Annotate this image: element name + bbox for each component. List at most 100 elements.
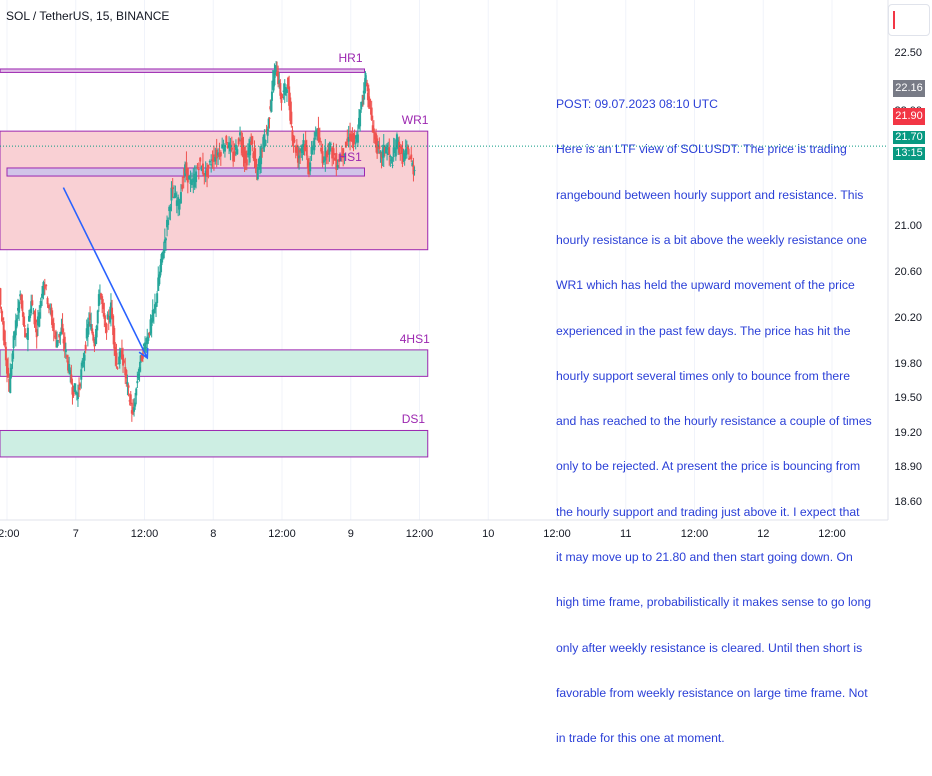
candle-body [271, 92, 273, 101]
price-tick-label: 20.20 [894, 312, 922, 324]
candle-body [80, 369, 82, 379]
candle-body [0, 288, 1, 305]
candle-body [45, 285, 47, 286]
candle-body [85, 345, 87, 350]
candle-body [18, 301, 20, 312]
candle-body [136, 381, 138, 383]
zone-hr1 [0, 69, 364, 72]
candle-body [47, 298, 49, 304]
candle-body [135, 389, 137, 396]
candle-body [165, 238, 167, 240]
candle-body [10, 368, 12, 376]
candle-body [199, 158, 201, 162]
zone-ds1 [0, 430, 428, 456]
zone-4hs1 [0, 350, 428, 376]
price-tick-label: 22.50 [894, 47, 922, 59]
zone-label-ds1: DS1 [402, 412, 425, 426]
time-tick-label: 7 [73, 528, 79, 540]
zone-label-hs1: HS1 [339, 150, 362, 164]
time-tick-label: 12:00 [543, 528, 571, 540]
note-line: it may move up to 21.80 and then start g… [556, 550, 856, 565]
candle-body [209, 161, 211, 162]
candle-body [170, 188, 172, 201]
candle-body [128, 385, 130, 387]
candle-body [5, 347, 7, 361]
idea-note[interactable]: POST: 09.07.2023 08:10 UTC Here is an LT… [556, 67, 856, 776]
candle-body [234, 151, 236, 155]
candle-body [40, 301, 42, 308]
candle-body [21, 300, 23, 310]
zones [0, 69, 428, 457]
price-tag-red: 21.90 [893, 108, 925, 125]
candle-body [414, 170, 416, 171]
time-tick-label: 12:00 [131, 528, 159, 540]
price-tick-label: 19.20 [894, 427, 922, 439]
price-tag-green: 21.70 [893, 131, 925, 144]
candle-body [106, 324, 108, 333]
candle-body [207, 165, 209, 169]
candle-body [53, 323, 55, 331]
candle-body [115, 353, 117, 365]
candle-body [38, 312, 40, 326]
candle-body [147, 337, 149, 341]
candle-body [210, 164, 212, 165]
candle-body [236, 149, 238, 154]
candle-body [238, 139, 240, 145]
candle-body [246, 159, 248, 165]
candle-body [188, 176, 190, 180]
candle-body [181, 185, 183, 190]
candle-body [36, 329, 38, 337]
note-line: Here is an LTF view of SOLUSDT. The pric… [556, 142, 856, 157]
zone-label-4hs1: 4HS1 [400, 332, 430, 346]
note-line: only to be rejected. At present the pric… [556, 459, 856, 474]
note-line: rangebound between hourly support and re… [556, 188, 856, 203]
candle-body [251, 136, 253, 144]
candle-body [130, 394, 132, 404]
time-tick-label: 12:00 [681, 528, 709, 540]
note-line: favorable from weekly resistance on larg… [556, 686, 856, 701]
note-line: high time frame, probabilistically it ma… [556, 595, 856, 610]
price-tick-label: 19.50 [894, 392, 922, 404]
price-tag-gray: 22.16 [893, 80, 925, 97]
candle-body [167, 220, 169, 225]
candle-body [239, 132, 241, 135]
candle-body [156, 293, 158, 303]
price-tick-label: 21.00 [894, 220, 922, 232]
candle-body [198, 169, 200, 170]
note-line: and has reached to the hourly resistance… [556, 414, 856, 429]
candle-body [320, 148, 322, 152]
note-line: the hourly support and trading just abov… [556, 505, 856, 520]
candle-body [337, 165, 339, 168]
countdown-tag: 13:15 [893, 147, 925, 160]
candle-body [268, 118, 270, 119]
candle-body [330, 144, 332, 145]
candle-body [392, 165, 394, 166]
candle-body [225, 136, 227, 143]
candle-body [24, 325, 26, 327]
candle-body [31, 300, 33, 305]
zone-label-hr1: HR1 [339, 51, 363, 65]
price-tick-label: 18.90 [894, 461, 922, 473]
candle-body [355, 143, 357, 144]
note-line: only after weekly resistance is cleared.… [556, 641, 856, 656]
time-tick-label: 9 [348, 528, 354, 540]
candle-body [172, 187, 174, 189]
time-tick-label: 12:00 [268, 528, 296, 540]
zone-label-wr1: WR1 [402, 113, 429, 127]
alert-button[interactable] [888, 4, 930, 36]
candle-body [65, 349, 67, 352]
candle-body [48, 305, 50, 309]
price-tick-label: 20.60 [894, 266, 922, 278]
candle-body [97, 311, 99, 324]
time-tick-label: 12 [757, 528, 769, 540]
candle-body [183, 176, 185, 178]
candle-body [286, 89, 288, 93]
time-tick-label: 12:00 [0, 528, 20, 540]
candle-body [195, 171, 197, 182]
time-tick-label: 10 [482, 528, 494, 540]
candle-body [410, 155, 412, 160]
note-line: in trade for this one at moment. [556, 731, 856, 746]
chart-title: SOL / TetherUS, 15, BINANCE [6, 9, 169, 23]
candle-body [328, 143, 330, 154]
chart-frame: SOL / TetherUS, 15, BINANCE POST: 09.07.… [0, 0, 932, 550]
